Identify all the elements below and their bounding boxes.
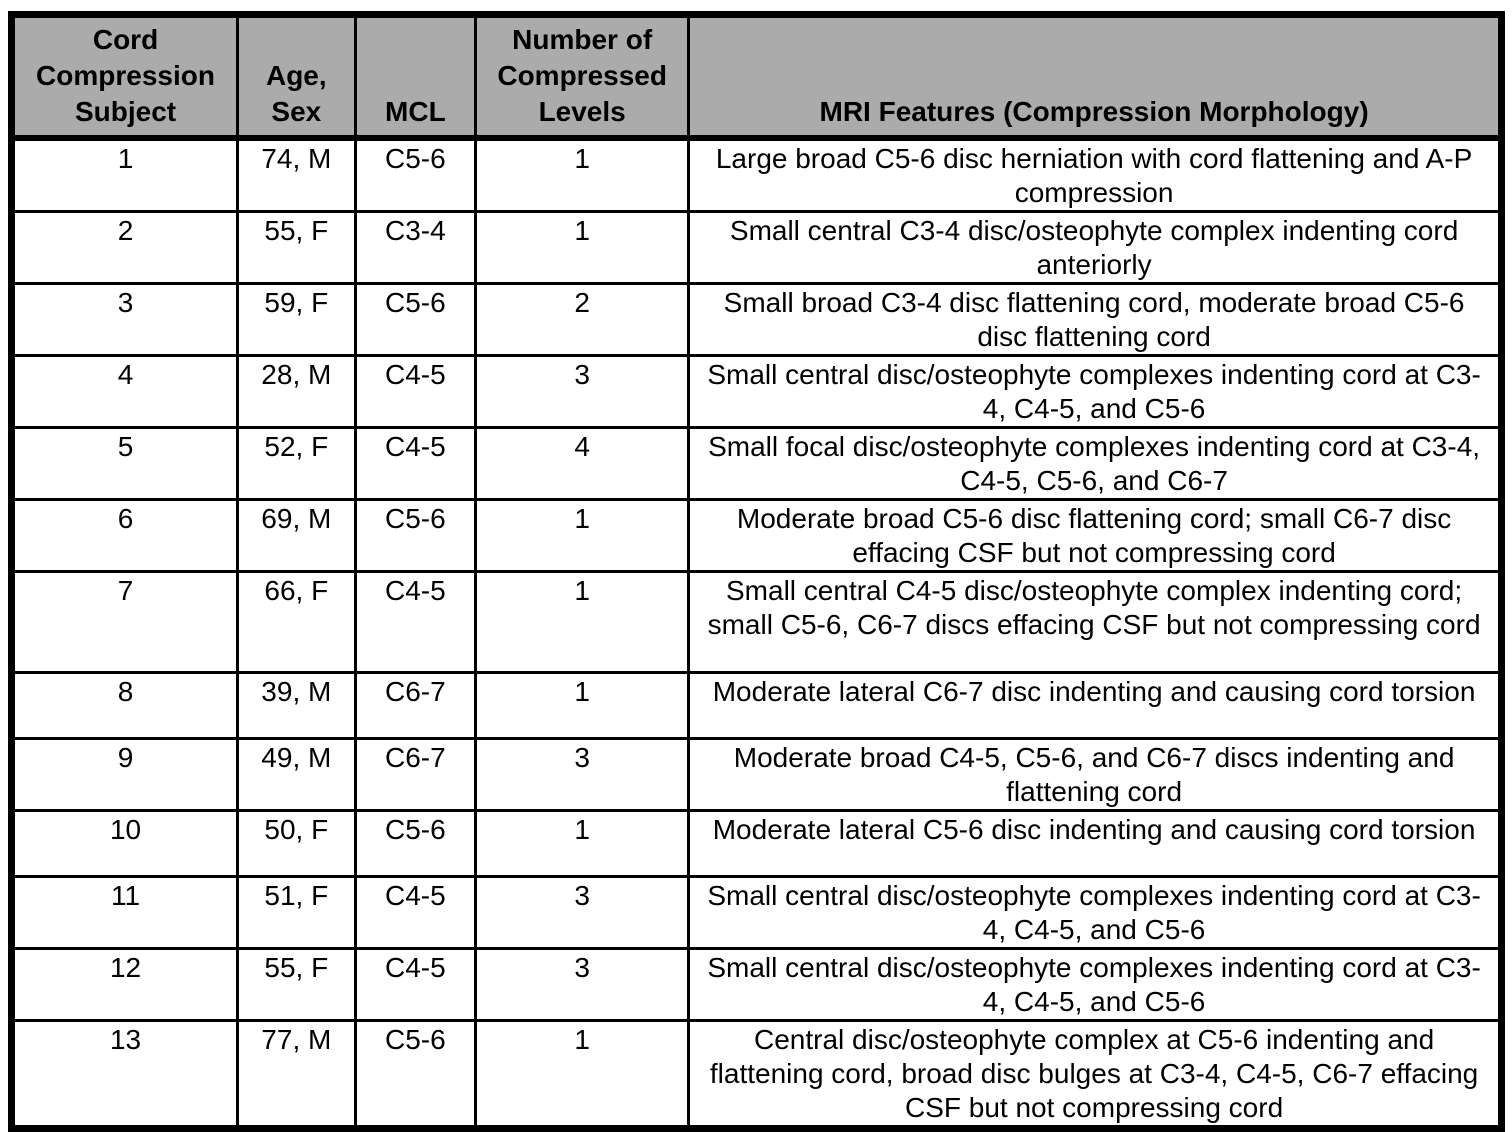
- cell-mri-features: Small broad C3-4 disc flattening cord, m…: [687, 282, 1503, 357]
- cell-age-sex: 55, F: [236, 210, 357, 285]
- cell-levels: 1: [474, 671, 691, 740]
- column-header-compressed-levels: Number of Compressed Levels: [474, 13, 691, 140]
- cell-mri-features: Moderate lateral C5-6 disc indenting and…: [687, 809, 1503, 878]
- cell-subject: 13: [9, 1019, 240, 1130]
- cell-levels: 3: [474, 737, 691, 812]
- cell-mri-features: Small central disc/osteophyte complexes …: [687, 354, 1503, 429]
- cell-levels: 1: [474, 498, 691, 573]
- cell-subject: 2: [9, 210, 240, 285]
- cell-age-sex: 52, F: [236, 426, 357, 501]
- cell-subject: 11: [9, 875, 240, 950]
- table-row-subject-1: 1 74, M C5-6 1 Large broad C5-6 disc her…: [9, 136, 1503, 213]
- cell-mri-features: Moderate lateral C6-7 disc indenting and…: [687, 671, 1503, 740]
- cell-subject: 7: [9, 570, 240, 674]
- table-row-subject-10: 10 50, F C5-6 1 Moderate lateral C5-6 di…: [9, 809, 1503, 878]
- cell-age-sex: 59, F: [236, 282, 357, 357]
- cell-age-sex: 39, M: [236, 671, 357, 740]
- cell-mri-features: Small focal disc/osteophyte complexes in…: [687, 426, 1503, 501]
- cell-mri-features: Large broad C5-6 disc herniation with co…: [687, 136, 1503, 213]
- table-row-subject-4: 4 28, M C4-5 3 Small central disc/osteop…: [9, 354, 1503, 429]
- cell-mri-features: Small central C4-5 disc/osteophyte compl…: [687, 570, 1503, 674]
- column-header-mri-features: MRI Features (Compression Morphology): [687, 13, 1503, 140]
- column-header-subject: Cord Compression Subject: [9, 13, 240, 140]
- cell-subject: 8: [9, 671, 240, 740]
- cell-mcl: C5-6: [353, 498, 478, 573]
- column-header-age-sex: Age, Sex: [236, 13, 357, 140]
- table-row-subject-13: 13 77, M C5-6 1 Central disc/osteophyte …: [9, 1019, 1503, 1130]
- cell-levels: 1: [474, 210, 691, 285]
- cell-subject: 5: [9, 426, 240, 501]
- cord-compression-subjects-table: Cord Compression Subject Age, Sex MCL Nu…: [8, 11, 1505, 1132]
- cell-mcl: C4-5: [353, 426, 478, 501]
- cell-age-sex: 28, M: [236, 354, 357, 429]
- cell-levels: 3: [474, 354, 691, 429]
- cell-age-sex: 51, F: [236, 875, 357, 950]
- cell-levels: 3: [474, 875, 691, 950]
- table-row-subject-11: 11 51, F C4-5 3 Small central disc/osteo…: [9, 875, 1503, 950]
- cell-levels: 3: [474, 947, 691, 1022]
- cell-age-sex: 74, M: [236, 136, 357, 213]
- cell-mcl: C4-5: [353, 570, 478, 674]
- cell-levels: 1: [474, 136, 691, 213]
- table-row-subject-5: 5 52, F C4-5 4 Small focal disc/osteophy…: [9, 426, 1503, 501]
- cell-mcl: C5-6: [353, 809, 478, 878]
- cell-mcl: C5-6: [353, 282, 478, 357]
- cell-levels: 1: [474, 570, 691, 674]
- cell-subject: 3: [9, 282, 240, 357]
- cell-levels: 2: [474, 282, 691, 357]
- column-header-mcl: MCL: [353, 13, 478, 140]
- table-row-subject-6: 6 69, M C5-6 1 Moderate broad C5-6 disc …: [9, 498, 1503, 573]
- table-row-subject-8: 8 39, M C6-7 1 Moderate lateral C6-7 dis…: [9, 671, 1503, 740]
- cell-age-sex: 55, F: [236, 947, 357, 1022]
- cell-mri-features: Moderate broad C5-6 disc flattening cord…: [687, 498, 1503, 573]
- cell-levels: 4: [474, 426, 691, 501]
- cell-mcl: C5-6: [353, 136, 478, 213]
- table-row-subject-3: 3 59, F C5-6 2 Small broad C3-4 disc fla…: [9, 282, 1503, 357]
- cell-age-sex: 66, F: [236, 570, 357, 674]
- cell-mri-features: Small central C3-4 disc/osteophyte compl…: [687, 210, 1503, 285]
- cell-subject: 1: [9, 136, 240, 213]
- header-row: Cord Compression Subject Age, Sex MCL Nu…: [9, 13, 1503, 140]
- cell-mri-features: Small central disc/osteophyte complexes …: [687, 875, 1503, 950]
- table-row-subject-9: 9 49, M C6-7 3 Moderate broad C4-5, C5-6…: [9, 737, 1503, 812]
- cell-mri-features: Small central disc/osteophyte complexes …: [687, 947, 1503, 1022]
- cell-mcl: C4-5: [353, 354, 478, 429]
- table-row-subject-12: 12 55, F C4-5 3 Small central disc/osteo…: [9, 947, 1503, 1022]
- cell-age-sex: 49, M: [236, 737, 357, 812]
- cell-age-sex: 69, M: [236, 498, 357, 573]
- cell-mri-features: Moderate broad C4-5, C5-6, and C6-7 disc…: [687, 737, 1503, 812]
- cell-mcl: C5-6: [353, 1019, 478, 1130]
- cell-levels: 1: [474, 809, 691, 878]
- cell-subject: 9: [9, 737, 240, 812]
- cell-mcl: C3-4: [353, 210, 478, 285]
- cell-levels: 1: [474, 1019, 691, 1130]
- cell-mri-features: Central disc/osteophyte complex at C5-6 …: [687, 1019, 1503, 1130]
- cell-mcl: C6-7: [353, 671, 478, 740]
- cell-subject: 12: [9, 947, 240, 1022]
- table-row-subject-7: 7 66, F C4-5 1 Small central C4-5 disc/o…: [9, 570, 1503, 674]
- cell-age-sex: 77, M: [236, 1019, 357, 1130]
- cell-age-sex: 50, F: [236, 809, 357, 878]
- cell-subject: 6: [9, 498, 240, 573]
- cell-subject: 10: [9, 809, 240, 878]
- table-row-subject-2: 2 55, F C3-4 1 Small central C3-4 disc/o…: [9, 210, 1503, 285]
- cell-mcl: C4-5: [353, 947, 478, 1022]
- cell-subject: 4: [9, 354, 240, 429]
- cell-mcl: C4-5: [353, 875, 478, 950]
- cell-mcl: C6-7: [353, 737, 478, 812]
